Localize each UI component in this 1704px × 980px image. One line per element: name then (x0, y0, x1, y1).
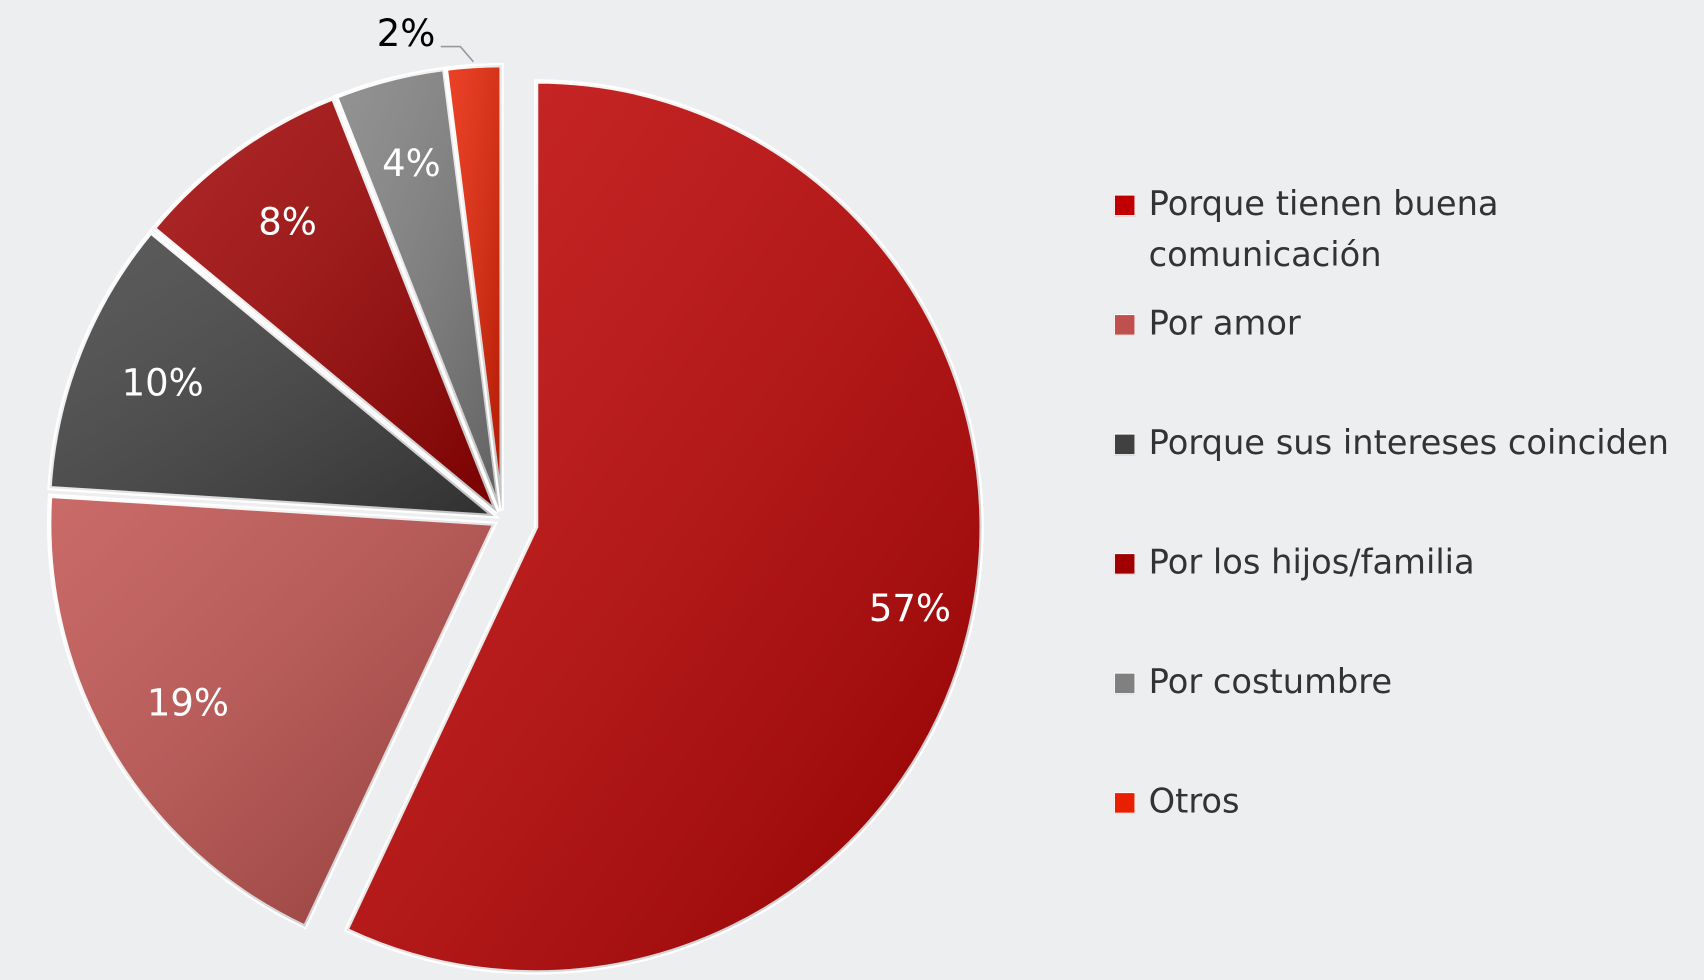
legend-item: Porque sus intereses coinciden (1113, 424, 1669, 470)
slice-shade (49, 495, 495, 927)
data-label: 8% (258, 200, 317, 243)
legend-item: Porque tienen buena comunicación (1113, 184, 1540, 282)
data-label: 57% (869, 587, 951, 630)
legend-label: Por amor (1148, 304, 1301, 344)
legend-swatch (1113, 672, 1136, 695)
legend-swatch (1113, 792, 1136, 814)
slice-shade (346, 81, 982, 973)
legend-item: Por costumbre (1113, 663, 1392, 709)
data-label: 2% (377, 12, 436, 55)
legend-label: Porque sus intereses coinciden (1148, 423, 1670, 463)
slice-shade (49, 232, 495, 517)
leader-line (440, 45, 474, 63)
pie: 57% 19% 10% 8% 4% 2% (47, 12, 984, 975)
legend-swatch (1113, 553, 1136, 575)
legend-item: Por amor (1113, 304, 1301, 350)
legend-label: Porque tienen buena comunicación (1148, 184, 1499, 275)
legend-swatch (1113, 433, 1136, 456)
slice-shade (445, 65, 502, 511)
legend-swatch (1113, 194, 1136, 217)
legend: Porque tienen buena comunicación Por amor… (1113, 184, 1701, 859)
legend-item: Por los hijos/familia (1113, 543, 1475, 589)
data-label: 4% (382, 142, 441, 185)
slice-shade (336, 68, 500, 511)
slice-shade (153, 98, 498, 513)
legend-swatch (1113, 313, 1136, 336)
legend-item: Otros (1113, 782, 1240, 828)
legend-box: Porque tienen buena comunicación Por amor… (1113, 184, 1701, 859)
data-label: 19% (147, 682, 229, 725)
legend-label: Por costumbre (1148, 662, 1393, 702)
legend-label: Otros (1148, 782, 1240, 822)
data-label: 10% (122, 361, 204, 404)
legend-label: Por los hijos/familia (1148, 543, 1475, 583)
